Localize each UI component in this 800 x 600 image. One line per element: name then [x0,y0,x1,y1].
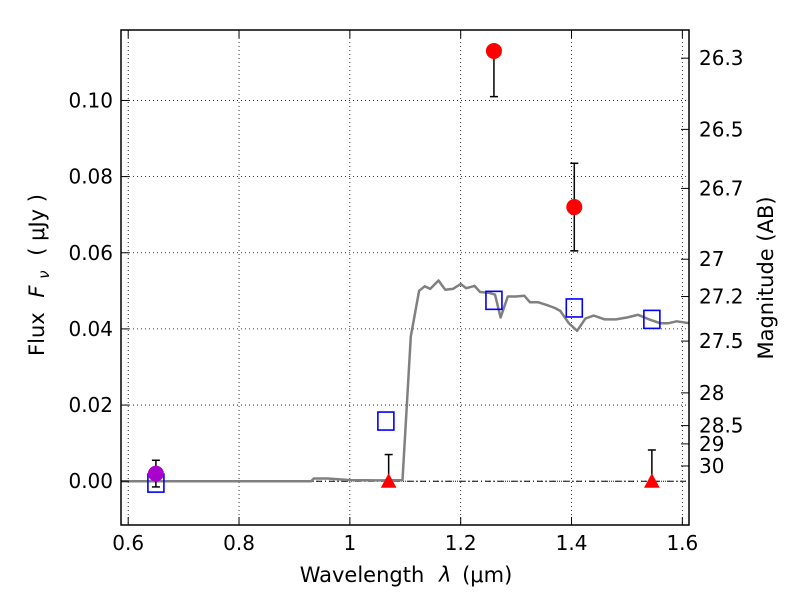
x-tick-label: 1.6 [666,531,698,555]
y2-tick-label: 26.3 [699,46,744,70]
y-tick-label: 0.00 [68,469,113,493]
y-axis-label-text: Flux [25,312,49,356]
y2-tick-label: 29 [699,432,724,456]
y2-tick-label: 27.2 [699,285,744,309]
plot-frame [120,29,690,526]
model-photometry-square [377,411,395,431]
ticks: 0.6 0.8 1 1.2 1.4 1.6 0.00 0.02 0.04 0.06 0.08 0.10… [68,30,744,555]
x-axis-symbol: λ [438,563,451,587]
y-tick-label: 0.10 [68,88,113,112]
y-tick-label: 0.08 [68,165,113,189]
y-tick-label: 0.02 [68,393,113,417]
optical-point [147,465,164,482]
x-axis-unit: (μm) [462,563,512,587]
x-tick-label: 0.8 [223,531,255,555]
model-sed-line [121,279,690,483]
y2-tick-label: 30 [699,454,724,478]
grid [121,30,689,525]
model-photometry-square [565,298,584,318]
detection-point [485,42,502,59]
y-axis-unit: ( μJy ) [25,194,49,256]
x-tick-label: 0.6 [112,531,144,555]
upper-limit-triangle [644,473,660,488]
model-photometry-square [643,309,661,330]
y2-tick-label: 28.5 [699,414,744,438]
y2-tick-label: 27 [699,247,724,271]
y-tick-label: 0.04 [68,317,113,341]
y2-tick-label: 26.5 [699,117,744,141]
model-photometry-square [485,290,503,311]
right-axis-label: Magnitude (AB) [754,196,778,359]
y-axis-label: Flux F ν ( μJy ) [25,194,54,356]
y-axis-symbol: F [25,285,49,298]
series-layer [121,42,690,493]
detection-point [566,199,583,216]
y2-tick-label: 26.7 [699,176,744,200]
y-axis-symbol-subscript: ν [35,270,53,278]
upper-limit-triangle [380,473,397,488]
x-tick-label: 1.4 [556,531,588,555]
y-tick-label: 0.06 [68,241,113,265]
y2-tick-label: 28 [699,381,724,405]
x-tick-label: 1 [343,531,356,555]
x-axis-label: Wavelength λ (μm) [300,563,513,587]
x-axis-label-text: Wavelength [300,563,425,587]
x-tick-label: 1.2 [445,531,477,555]
y2-tick-label: 27.5 [699,329,744,353]
